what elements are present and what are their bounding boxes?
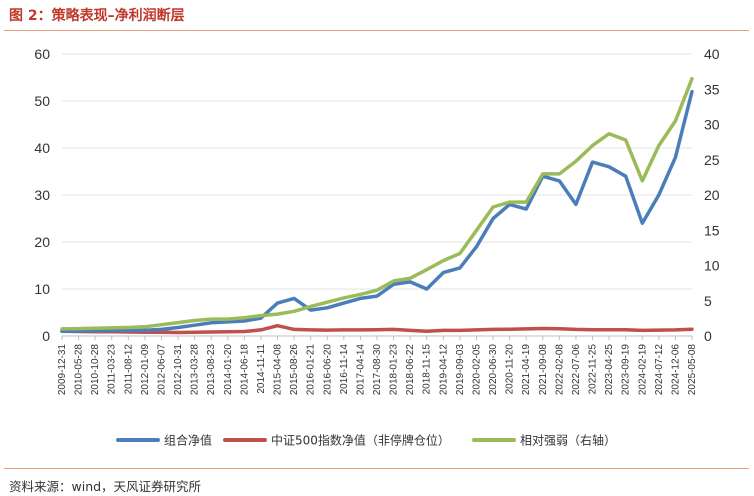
legend-label: 相对强弱（右轴）	[520, 433, 616, 448]
legend-label: 组合净值	[164, 433, 212, 448]
series-lines	[60, 76, 694, 335]
grid-lines	[62, 53, 692, 337]
right-tick-label: 0	[704, 328, 712, 344]
x-tick-label: 2024-02-19	[637, 344, 648, 396]
right-tick-label: 15	[704, 222, 720, 238]
right-tick-label: 35	[704, 81, 720, 97]
right-tick-label: 25	[704, 152, 720, 168]
left-tick-label: 50	[34, 93, 50, 109]
right-tick-label: 40	[704, 46, 720, 62]
right-tick-label: 20	[704, 187, 720, 203]
legend-label: 中证500指数净值（非停牌仓位）	[271, 433, 450, 448]
x-tick-label: 2010-05-28	[74, 344, 85, 396]
left-tick-label: 60	[34, 46, 50, 62]
x-tick-label: 2022-07-06	[571, 344, 582, 396]
x-tick-label: 2024-12-06	[670, 344, 681, 396]
x-tick-label: 2011-08-12	[123, 344, 134, 395]
right-tick-label: 10	[704, 258, 720, 274]
x-tick-label: 2022-11-25	[588, 344, 599, 395]
series-line-1	[60, 89, 694, 334]
x-tick-label: 2025-05-08	[687, 344, 698, 396]
x-tick-label: 2017-04-14	[355, 344, 366, 396]
x-tick-label: 2023-09-19	[621, 344, 632, 396]
title-divider	[4, 30, 749, 31]
left-tick-label: 40	[34, 140, 50, 156]
x-tick-label: 2019-04-12	[438, 344, 449, 396]
x-axis-ticks: 2009-12-31 2010-05-28 2010-10-28 2011-03-23…	[57, 336, 698, 395]
x-tick-label: 2018-11-15	[422, 344, 433, 395]
x-tick-label: 2024-07-12	[654, 344, 665, 396]
x-tick-label: 2010-10-28	[90, 344, 101, 396]
source-note: 资料来源：wind，天风证券研究所	[9, 479, 202, 494]
x-tick-label: 2016-01-21	[306, 344, 317, 396]
right-tick-label: 5	[704, 293, 712, 309]
x-tick-label: 2014-06-18	[239, 344, 250, 396]
series-line-2	[60, 323, 694, 335]
left-tick-label: 10	[34, 281, 50, 297]
x-tick-label: 2021-04-19	[521, 344, 532, 396]
x-tick-label: 2012-01-09	[140, 344, 151, 396]
x-tick-label: 2016-06-20	[322, 344, 333, 396]
x-tick-label: 2017-08-30	[372, 344, 383, 396]
left-axis-ticks: 0 10 20 30 40 50 60	[34, 46, 50, 344]
chart-area: 0 10 20 30 40 50 60 0 5 10 15 20 25 30 35 40 2009-12-3…	[34, 46, 720, 448]
x-tick-label: 2012-06-07	[156, 344, 167, 396]
right-axis-ticks: 0 5 10 15 20 25 30 35 40	[704, 46, 720, 344]
x-tick-label: 2013-03-28	[190, 344, 201, 396]
x-tick-label: 2020-06-30	[488, 344, 499, 396]
x-tick-label: 2019-09-03	[455, 344, 466, 396]
series-line-3	[60, 76, 694, 331]
legend: 组合净值 中证500指数净值（非停牌仓位） 相对强弱（右轴）	[116, 433, 616, 448]
x-tick-label: 2016-11-14	[339, 344, 350, 395]
left-tick-label: 20	[34, 234, 50, 250]
right-tick-label: 30	[704, 117, 720, 133]
x-tick-label: 2009-12-31	[57, 344, 68, 396]
left-tick-label: 30	[34, 187, 50, 203]
x-tick-label: 2015-04-08	[273, 344, 284, 396]
x-tick-label: 2020-11-20	[505, 344, 516, 395]
source-divider	[4, 468, 749, 469]
x-tick-label: 2015-08-26	[289, 344, 300, 396]
x-tick-label: 2020-02-05	[471, 344, 482, 396]
x-tick-label: 2014-01-20	[223, 344, 234, 396]
chart-title: 图 2：策略表现–净利润断层	[9, 8, 185, 24]
x-tick-label: 2013-08-23	[206, 344, 217, 396]
x-tick-label: 2023-04-25	[604, 344, 615, 396]
x-tick-label: 2018-06-22	[405, 344, 416, 396]
x-tick-label: 2012-10-31	[173, 344, 184, 396]
x-tick-label: 2022-02-08	[554, 344, 565, 396]
x-tick-label: 2011-03-23	[107, 344, 118, 395]
x-tick-label: 2014-11-11	[256, 344, 267, 394]
x-tick-label: 2018-01-23	[389, 344, 400, 396]
x-tick-label: 2021-09-08	[538, 344, 549, 396]
left-tick-label: 0	[42, 328, 50, 344]
